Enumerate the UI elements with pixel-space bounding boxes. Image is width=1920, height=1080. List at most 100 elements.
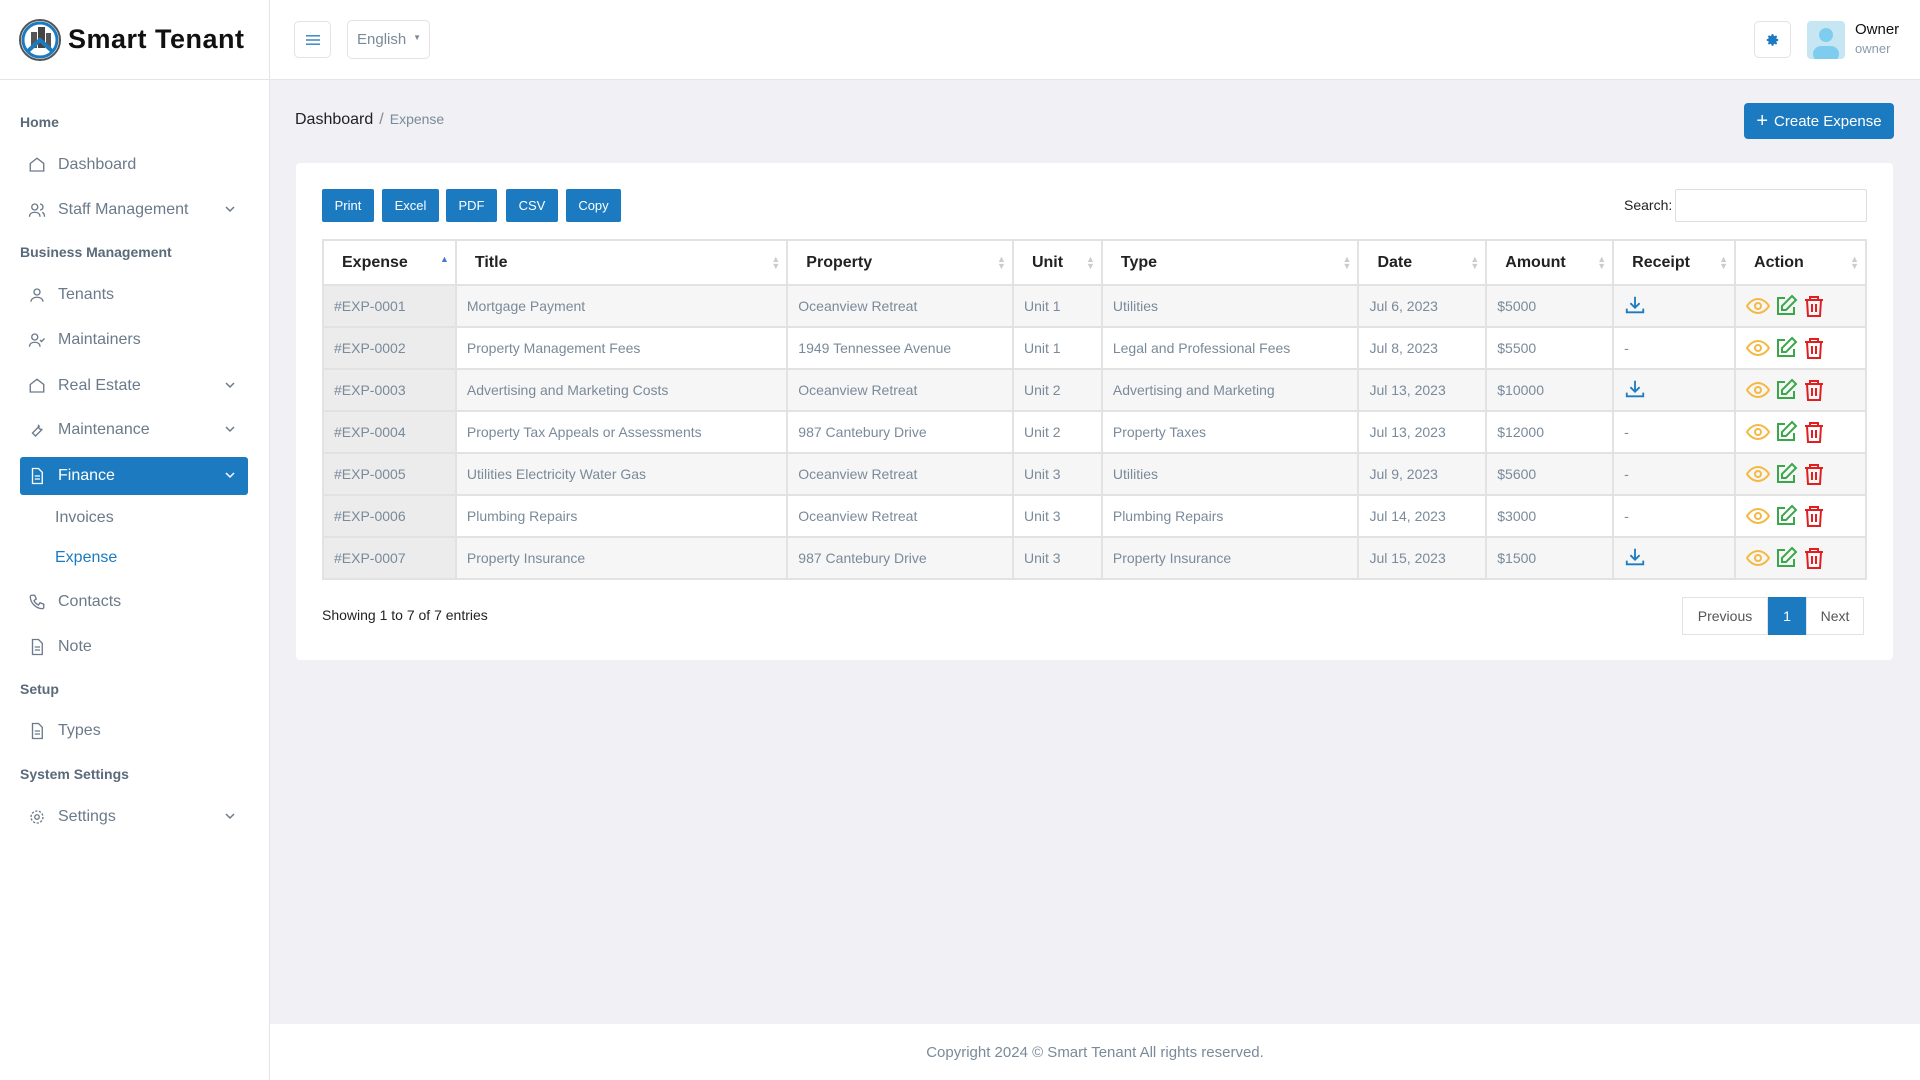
column-header-expense[interactable]: Expense ▲ — [322, 239, 457, 286]
cell-type: Utilities — [1100, 452, 1360, 496]
view-icon[interactable] — [1746, 462, 1771, 486]
cell-expense: #EXP-0001 — [322, 284, 457, 328]
column-header-receipt[interactable]: Receipt ▲ ▼ — [1612, 239, 1737, 286]
cell-property: 1949 Tennessee Avenue — [786, 326, 1014, 370]
chevron-down-icon — [225, 426, 235, 433]
breadcrumb: Dashboard / Expense — [295, 111, 444, 129]
sidebar-item-dashboard[interactable]: Dashboard — [20, 146, 248, 184]
print-button[interactable]: Print — [322, 189, 374, 222]
sidebar-section-label: Home — [20, 114, 59, 130]
cell-action — [1734, 326, 1867, 370]
view-icon[interactable] — [1746, 294, 1771, 318]
csv-button[interactable]: CSV — [506, 189, 558, 222]
hamburger-icon — [305, 34, 320, 45]
cell-title: Property Tax Appeals or Assessments — [454, 410, 789, 454]
copy-button[interactable]: Copy — [566, 189, 621, 222]
delete-icon[interactable] — [1802, 462, 1826, 486]
delete-icon[interactable] — [1802, 294, 1826, 318]
search-input[interactable] — [1675, 189, 1867, 222]
cell-unit: Unit 3 — [1011, 536, 1103, 580]
sort-icon: ▲ ▼ — [1342, 254, 1352, 271]
edit-icon[interactable] — [1774, 546, 1798, 570]
sidebar-item-staff-management[interactable]: Staff Management — [20, 191, 248, 229]
view-icon[interactable] — [1746, 336, 1771, 360]
logo[interactable]: Smart Tenant — [0, 0, 269, 80]
column-header-action[interactable]: Action ▲ ▼ — [1734, 239, 1867, 286]
cell-title: Property Insurance — [454, 536, 789, 580]
edit-icon[interactable] — [1774, 504, 1798, 528]
language-select[interactable]: English ▼ — [347, 20, 430, 59]
cell-property: Oceanview Retreat — [786, 284, 1014, 328]
delete-icon[interactable] — [1802, 378, 1826, 402]
sidebar-item-tenants[interactable]: Tenants — [20, 276, 248, 314]
download-icon[interactable] — [1624, 378, 1646, 400]
create-expense-button[interactable]: + Create Expense — [1744, 103, 1894, 139]
column-label: Expense — [342, 253, 408, 271]
delete-icon[interactable] — [1802, 420, 1826, 444]
cell-title: Plumbing Repairs — [454, 494, 789, 538]
previous-button[interactable]: Previous — [1682, 597, 1768, 635]
view-icon[interactable] — [1746, 378, 1771, 402]
sort-icon: ▲ ▼ — [1850, 254, 1859, 271]
column-header-unit[interactable]: Unit ▲ ▼ — [1011, 239, 1103, 286]
excel-button[interactable]: Excel — [382, 189, 439, 222]
sort-icon: ▲ ▼ — [1597, 254, 1607, 271]
sidebar-item-settings[interactable]: Settings — [20, 798, 248, 836]
column-header-date[interactable]: Date ▲ ▼ — [1357, 239, 1488, 286]
pdf-button[interactable]: PDF — [446, 189, 497, 222]
view-icon[interactable] — [1746, 546, 1771, 570]
cell-type: Property Insurance — [1100, 536, 1360, 580]
chevron-down-icon — [225, 206, 235, 213]
cell-receipt: - — [1612, 410, 1737, 454]
file-icon — [31, 722, 43, 740]
settings-button[interactable] — [1754, 21, 1791, 58]
sidebar-item-label: Types — [58, 722, 101, 739]
sidebar-item-contacts[interactable]: Contacts — [20, 583, 248, 621]
edit-icon[interactable] — [1774, 336, 1798, 360]
sidebar-item-real-estate[interactable]: Real Estate — [20, 367, 248, 405]
download-icon[interactable] — [1624, 294, 1646, 316]
sidebar-item-label: Tenants — [58, 286, 115, 303]
next-button[interactable]: Next — [1806, 597, 1864, 635]
cell-receipt: - — [1612, 452, 1737, 496]
column-label: Property — [806, 253, 873, 271]
column-header-property[interactable]: Property ▲ ▼ — [786, 239, 1014, 286]
chevron-down-icon — [225, 382, 235, 389]
delete-icon[interactable] — [1802, 546, 1826, 570]
delete-icon[interactable] — [1802, 336, 1826, 360]
column-header-type[interactable]: Type ▲ ▼ — [1100, 239, 1360, 286]
sidebar-item-finance[interactable]: Finance — [20, 457, 248, 495]
download-icon[interactable] — [1624, 546, 1646, 568]
breadcrumb-dashboard[interactable]: Dashboard — [295, 111, 374, 128]
edit-icon[interactable] — [1774, 420, 1798, 444]
delete-icon[interactable] — [1802, 504, 1826, 528]
menu-toggle-button[interactable] — [294, 21, 331, 58]
edit-icon[interactable] — [1774, 378, 1798, 402]
view-icon[interactable] — [1746, 420, 1771, 444]
cell-property: 987 Cantebury Drive — [786, 410, 1014, 454]
table-row: #EXP-0006 Plumbing Repairs Oceanview Retre… — [322, 494, 1867, 538]
sidebar-item-label: Maintenance — [58, 421, 150, 438]
page-1-button[interactable]: 1 — [1768, 597, 1806, 635]
cell-date: Jul 15, 2023 — [1357, 536, 1488, 580]
column-header-amount[interactable]: Amount ▲ ▼ — [1485, 239, 1615, 286]
column-label: Amount — [1505, 253, 1566, 271]
plus-icon: + — [1756, 109, 1769, 132]
sidebar-subitem-invoices[interactable]: Invoices — [55, 509, 114, 526]
sidebar-item-types[interactable]: Types — [20, 712, 248, 750]
sidebar-item-label: Maintainers — [58, 331, 141, 348]
sidebar-item-maintenance[interactable]: Maintenance — [20, 411, 248, 449]
sidebar-item-maintainers[interactable]: Maintainers — [20, 321, 248, 359]
sort-icon: ▲ ▼ — [1085, 254, 1095, 271]
column-header-title[interactable]: Title ▲ ▼ — [454, 239, 789, 286]
cell-expense: #EXP-0005 — [322, 452, 457, 496]
sidebar-item-note[interactable]: Note — [20, 628, 248, 666]
edit-icon[interactable] — [1774, 294, 1798, 318]
sidebar-section-label: Business Management — [20, 244, 172, 260]
avatar[interactable] — [1807, 21, 1845, 59]
cell-receipt — [1612, 284, 1737, 328]
sidebar-subitem-expense[interactable]: Expense — [55, 549, 118, 566]
cell-amount: $5000 — [1485, 284, 1615, 328]
edit-icon[interactable] — [1774, 462, 1798, 486]
view-icon[interactable] — [1746, 504, 1771, 528]
